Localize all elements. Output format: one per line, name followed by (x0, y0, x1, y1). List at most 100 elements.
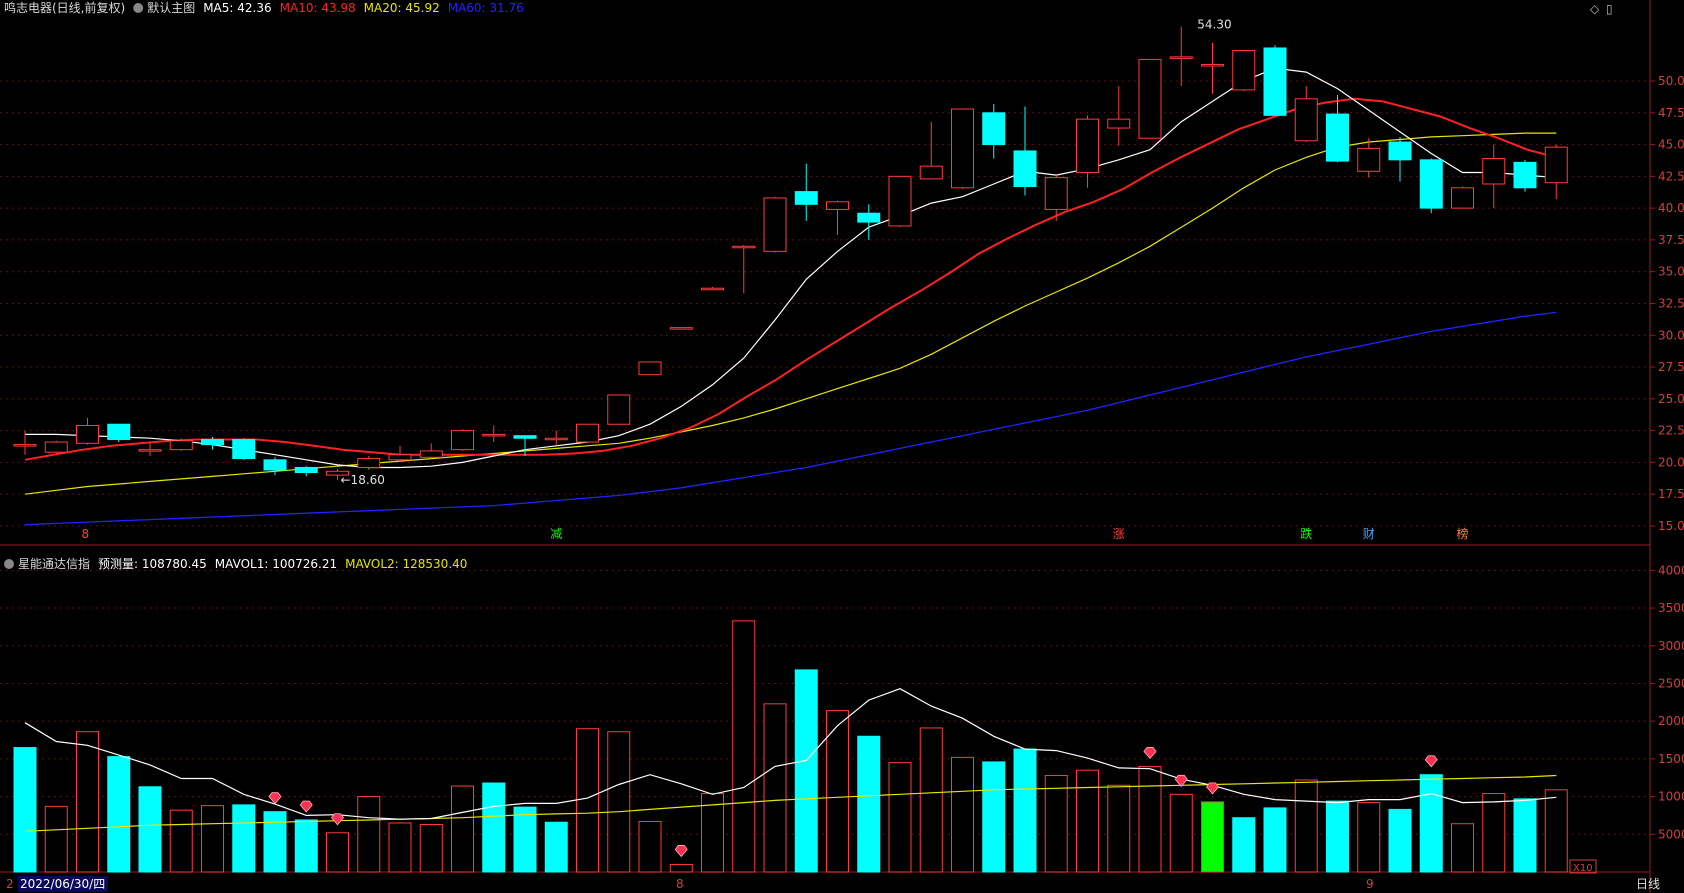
volume-bar[interactable] (326, 832, 349, 873)
candle-body[interactable] (1482, 158, 1506, 185)
volume-bar[interactable] (607, 731, 631, 873)
volume-bar[interactable] (982, 761, 1006, 873)
candle-body[interactable] (919, 165, 943, 180)
candle-body[interactable] (138, 449, 162, 452)
diamond-toggle-icon[interactable]: ◇ (1590, 2, 1600, 16)
candle-body[interactable] (263, 459, 287, 471)
candle-body[interactable] (294, 466, 318, 474)
volume-bar[interactable] (857, 735, 881, 873)
volume-bar[interactable] (44, 805, 68, 873)
candle-body[interactable] (1513, 161, 1537, 189)
candle-body[interactable] (826, 201, 849, 210)
volume-bar[interactable] (1482, 793, 1506, 873)
candle-body[interactable] (1326, 113, 1349, 162)
volume-bar[interactable] (576, 728, 599, 873)
candle-body[interactable] (201, 438, 224, 446)
period-label[interactable]: 日线 (1636, 877, 1660, 891)
zoom-label[interactable]: X10 (1573, 863, 1593, 874)
volume-bar[interactable] (826, 710, 849, 873)
candle-body[interactable] (44, 441, 68, 453)
candle-body[interactable] (76, 425, 99, 444)
candle-body[interactable] (951, 108, 974, 189)
candle-body[interactable] (1201, 63, 1224, 67)
event-marker[interactable]: 减 (550, 527, 562, 541)
candle-body[interactable] (107, 423, 131, 440)
candle-body[interactable] (169, 440, 193, 451)
volume-bar[interactable] (763, 703, 787, 873)
volume-bar[interactable] (513, 806, 537, 873)
candle-body[interactable] (544, 437, 568, 441)
candle-body[interactable] (1232, 50, 1256, 91)
volume-bar[interactable] (1544, 789, 1568, 873)
volume-bar[interactable] (232, 804, 256, 873)
event-marker[interactable]: 涨 (1113, 526, 1125, 541)
volume-bar[interactable] (1326, 800, 1349, 873)
volume-bar[interactable] (1107, 784, 1131, 873)
volume-bar[interactable] (1076, 769, 1099, 873)
candle-body[interactable] (13, 444, 37, 447)
candle-body[interactable] (1357, 147, 1381, 172)
volume-bar[interactable] (107, 756, 131, 873)
event-marker[interactable]: 财 (1363, 527, 1375, 541)
volume-bar[interactable] (1357, 802, 1381, 873)
candle-body[interactable] (1138, 58, 1162, 139)
volume-bar[interactable] (1451, 823, 1474, 873)
candle-body[interactable] (1263, 47, 1287, 116)
candle-body[interactable] (1107, 118, 1131, 129)
candle-body[interactable] (1169, 56, 1193, 59)
candle-body[interactable] (732, 245, 756, 249)
candle-body[interactable] (1294, 98, 1318, 142)
volume-bar[interactable] (638, 820, 662, 873)
volume-bar[interactable] (1138, 765, 1162, 873)
indicator-settings-icon[interactable] (4, 559, 14, 569)
volume-bar[interactable] (888, 762, 912, 873)
candle-body[interactable] (763, 197, 787, 252)
candle-body[interactable] (1044, 177, 1068, 210)
volume-bar[interactable] (13, 747, 37, 873)
volume-bar[interactable] (1294, 779, 1318, 873)
candle-body[interactable] (607, 394, 631, 425)
candle-body[interactable] (888, 175, 912, 227)
candle-body[interactable] (232, 438, 256, 460)
candle-body[interactable] (794, 191, 818, 205)
candle-body[interactable] (326, 470, 349, 476)
event-marker[interactable]: 8 (82, 527, 90, 541)
volume-bar[interactable] (669, 863, 693, 873)
zoom-box[interactable] (1569, 859, 1597, 874)
volume-bar[interactable] (1263, 807, 1287, 873)
candle-body[interactable] (1544, 146, 1568, 184)
candle-body[interactable] (638, 361, 662, 376)
volume-bar[interactable] (1201, 801, 1224, 873)
candle-body[interactable] (1419, 159, 1443, 209)
volume-bar[interactable] (544, 821, 568, 873)
volume-bar[interactable] (951, 756, 974, 873)
volume-bar[interactable] (732, 620, 756, 873)
event-marker[interactable]: 跌 (1300, 526, 1312, 541)
volume-bar[interactable] (1513, 798, 1537, 873)
candle-body[interactable] (482, 433, 506, 437)
settings-circle-icon[interactable] (133, 3, 144, 13)
candle-body[interactable] (669, 327, 693, 330)
volume-bar[interactable] (138, 786, 162, 873)
event-marker[interactable]: 榜 (1457, 526, 1469, 541)
volume-bar[interactable] (701, 793, 724, 873)
volume-bar[interactable] (1232, 817, 1256, 873)
volume-bar[interactable] (1044, 774, 1068, 873)
candle-body[interactable] (451, 430, 474, 451)
volume-bar[interactable] (263, 811, 287, 873)
candle-body[interactable] (857, 212, 881, 223)
candle-body[interactable] (1451, 187, 1474, 209)
candle-body[interactable] (1388, 141, 1412, 161)
volume-bar[interactable] (388, 822, 412, 873)
volume-bar[interactable] (919, 727, 943, 873)
volume-bar[interactable] (482, 782, 506, 873)
main-chart-label[interactable]: 默认主图 (147, 0, 195, 15)
volume-bar[interactable] (1419, 774, 1443, 873)
volume-bar[interactable] (1013, 748, 1037, 873)
candle-body[interactable] (357, 458, 381, 468)
candle-body[interactable] (388, 454, 412, 461)
candle-body[interactable] (1013, 150, 1037, 188)
candle-body[interactable] (982, 112, 1006, 146)
volume-bar[interactable] (1169, 793, 1193, 873)
